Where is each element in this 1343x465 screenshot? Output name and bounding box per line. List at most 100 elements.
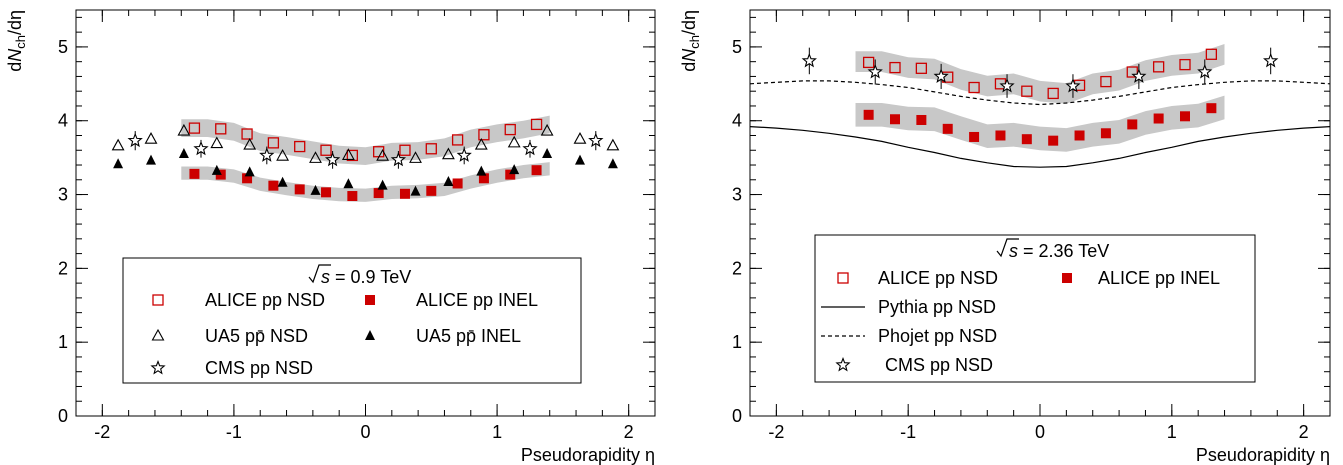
data-point xyxy=(324,151,341,167)
data-point xyxy=(1100,75,1112,88)
data-point xyxy=(451,134,464,146)
y-axis-title-d: d xyxy=(679,62,699,72)
data-point xyxy=(294,140,306,153)
legend-header-s: s xyxy=(1009,241,1018,261)
data-point xyxy=(211,164,222,175)
y-tick-label: 2 xyxy=(58,258,68,278)
data-point xyxy=(243,137,257,150)
series-line xyxy=(749,126,1331,168)
x-axis-title: Pseudorapidity η xyxy=(1196,445,1330,465)
data-point xyxy=(127,132,143,148)
data-point xyxy=(1021,85,1033,97)
data-point xyxy=(607,158,618,169)
data-point xyxy=(146,154,157,165)
data-point xyxy=(320,144,332,156)
y-tick-label: 2 xyxy=(732,258,742,278)
y-tick-label: 1 xyxy=(58,332,68,352)
data-point xyxy=(399,144,411,156)
legend-entry-label: ALICE pp INEL xyxy=(416,290,538,310)
series-line xyxy=(749,80,1331,106)
legend-entry-label: Pythia pp NSD xyxy=(878,297,996,317)
data-point xyxy=(862,56,875,69)
data-point xyxy=(531,165,542,176)
data-point xyxy=(241,128,253,140)
data-point xyxy=(478,173,489,184)
data-point xyxy=(410,185,421,196)
legend-header: = 0.9 TeV xyxy=(335,267,411,287)
legend: s = 2.36 TeV ALICE pp NSD ALICE pp INEL Pyth… xyxy=(814,234,1256,383)
data-point xyxy=(188,122,201,134)
legend-box xyxy=(814,234,1256,383)
y-axis-title: dNch/dη xyxy=(5,10,28,72)
data-point xyxy=(310,184,321,195)
legend-marker xyxy=(835,356,851,372)
data-point xyxy=(915,62,928,74)
y-axis-title: dNch/dη xyxy=(679,10,702,72)
data-point xyxy=(193,140,209,156)
systematic-band xyxy=(181,115,550,165)
data-point xyxy=(409,151,422,163)
data-point xyxy=(1152,61,1165,73)
x-tick-label: 1 xyxy=(1167,422,1177,442)
y-tick-label: 5 xyxy=(58,37,68,57)
data-point xyxy=(540,123,554,136)
x-tick-label: -1 xyxy=(226,422,242,442)
y-axis-title-sub: ch xyxy=(13,35,28,49)
data-point xyxy=(390,151,407,167)
data-point xyxy=(509,164,520,175)
data-point xyxy=(399,188,410,199)
y-tick-label: 0 xyxy=(58,406,68,426)
data-point xyxy=(189,168,200,179)
legend-box xyxy=(122,257,582,384)
y-axis-title-rest: /dη xyxy=(5,10,25,35)
data-point xyxy=(347,191,358,202)
data-point xyxy=(215,123,227,135)
data-point xyxy=(995,130,1006,141)
data-point xyxy=(999,77,1015,93)
data-point xyxy=(522,140,538,156)
legend: s = 0.9 TeV ALICE pp NSD ALICE pp INEL UA5 p… xyxy=(122,257,582,384)
data-point xyxy=(1179,58,1191,71)
data-point xyxy=(474,137,488,150)
data-point xyxy=(542,147,553,158)
data-point xyxy=(377,179,388,190)
x-tick-label: -2 xyxy=(94,422,110,442)
data-point xyxy=(890,114,900,125)
legend-entry-label: CMS pp NSD xyxy=(205,358,313,378)
data-point xyxy=(177,123,191,136)
data-point xyxy=(1065,77,1081,93)
legend-header: = 2.36 TeV xyxy=(1023,241,1109,261)
x-axis-title: Pseudorapidity η xyxy=(521,445,655,465)
x-tick-label: 0 xyxy=(360,422,370,442)
data-point xyxy=(1100,128,1111,139)
data-point xyxy=(606,138,620,151)
data-point xyxy=(968,81,980,94)
y-tick-label: 1 xyxy=(732,332,742,352)
data-point xyxy=(530,118,543,131)
data-point xyxy=(969,131,980,142)
y-axis-title-rest: /dη xyxy=(679,10,699,35)
systematic-band xyxy=(855,44,1225,104)
data-point xyxy=(309,151,322,163)
legend-marker xyxy=(365,295,375,305)
legend-marker xyxy=(837,272,849,284)
data-point xyxy=(443,175,454,186)
data-point xyxy=(441,147,455,160)
data-point xyxy=(478,129,490,141)
data-point xyxy=(242,173,253,184)
data-point xyxy=(267,137,280,149)
data-point xyxy=(456,147,472,162)
y-tick-label: 4 xyxy=(58,111,68,131)
legend-marker xyxy=(365,330,375,340)
y-tick-label: 5 xyxy=(732,37,742,57)
data-point xyxy=(889,61,901,74)
data-point xyxy=(244,166,255,177)
data-point xyxy=(1180,111,1190,122)
data-point xyxy=(916,114,927,125)
data-point xyxy=(1021,134,1032,145)
data-point xyxy=(294,184,305,195)
x-tick-label: -1 xyxy=(900,422,916,442)
legend-entry-label: UA5 pp̄ INEL xyxy=(416,326,521,346)
data-point xyxy=(588,132,604,148)
